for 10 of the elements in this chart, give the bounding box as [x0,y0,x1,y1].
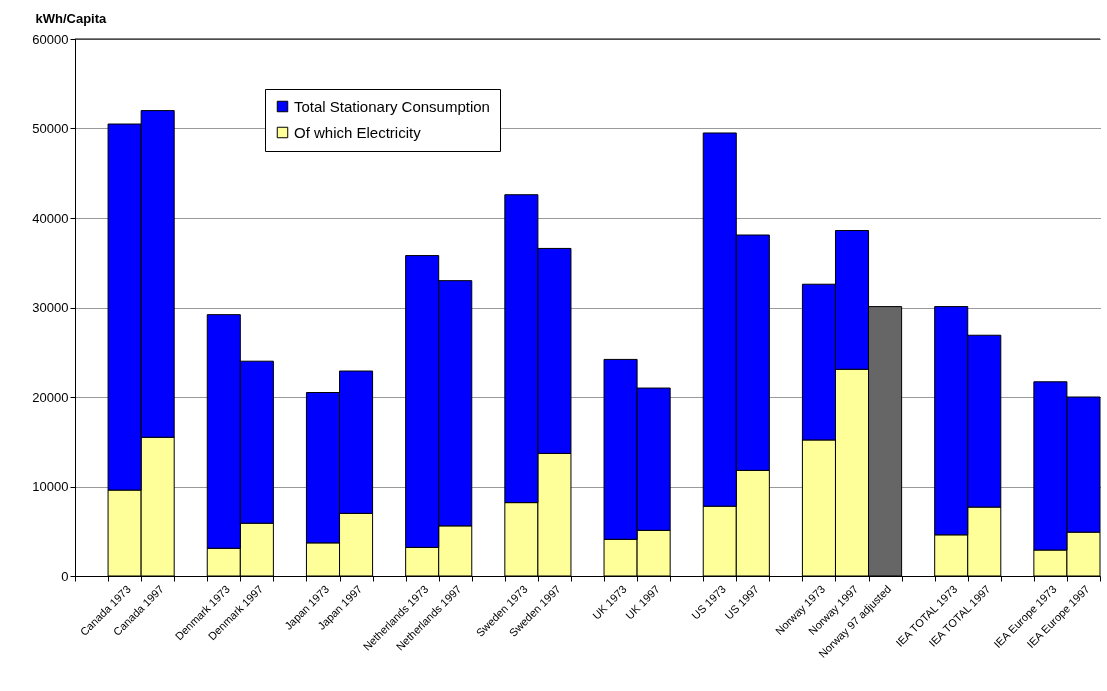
legend-label: Of which Electricity [294,123,422,141]
y-tick-label: 20000 [32,389,69,405]
y-tick-label: 60000 [32,31,69,47]
y-tick-label: 10000 [32,479,69,494]
y-tick-label: 40000 [32,210,69,226]
legend-label: Total Stationary Consumption [294,97,490,115]
y-tick-label: 30000 [32,300,69,315]
y-tick-label: 50000 [32,121,69,136]
y-tick-label: 0 [61,568,69,584]
y-axis-title: kWh/Capita [35,10,108,26]
